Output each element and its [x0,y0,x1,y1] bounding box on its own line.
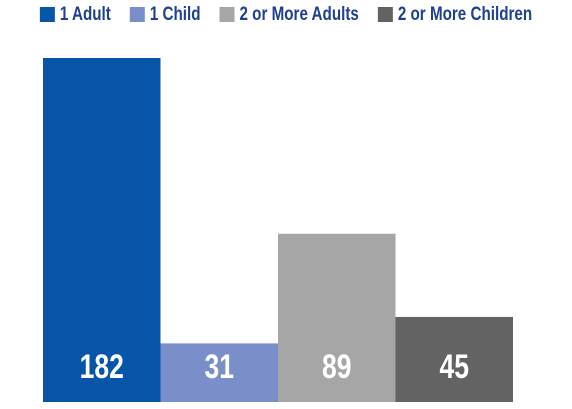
value-label-1-child: 31 [204,348,234,386]
value-labels: 182 31 89 45 [80,348,469,386]
value-label-1-adult: 182 [80,348,124,386]
bar-1-adult [43,58,161,402]
legend-swatch-2-or-more-children [377,7,393,22]
legend-label-2-or-more-adults: 2 or More Adults [239,4,358,25]
bar-2-or-more-adults [278,233,396,402]
legend-label-2-or-more-children: 2 or More Children [398,4,532,25]
legend-swatch-1-adult [39,7,55,22]
bars [43,58,513,402]
legend-swatch-2-or-more-adults [219,7,235,22]
legend-label-1-child: 1 Child [150,4,201,25]
bar-2-or-more-children [395,316,513,402]
legend-swatch-1-child [129,7,145,22]
legend-label-1-adult: 1 Adult [60,4,111,25]
legend: 1 Adult 1 Child 2 or More Adults 2 or More … [39,4,532,25]
value-label-2-or-more-children: 45 [439,348,469,386]
value-label-2-or-more-adults: 89 [322,348,352,386]
bar-1-child [160,343,278,402]
